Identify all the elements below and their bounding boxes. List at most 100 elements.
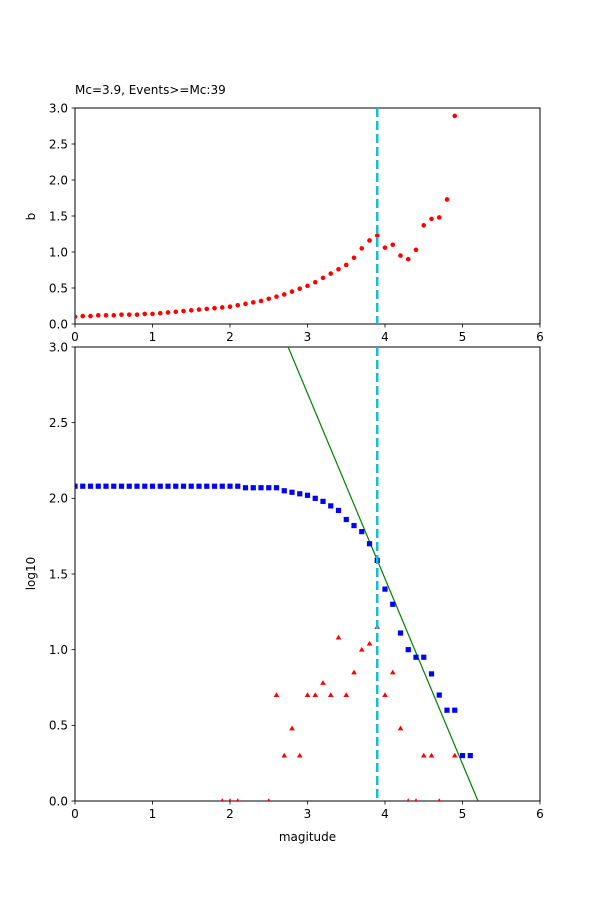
b-value-point [243, 301, 248, 307]
noncumulative-count-point [414, 798, 418, 801]
cumulative-count-point [126, 483, 132, 489]
cumulative-count-point [219, 483, 225, 489]
noncumulative-count-point [220, 798, 224, 801]
b-value-x-tick-label: 4 [381, 330, 389, 344]
b-value-point [219, 305, 225, 310]
b-value-point [119, 312, 124, 317]
b-value-point [374, 233, 380, 238]
cumulative-count-point [273, 485, 280, 491]
cumulative-count-point [165, 483, 171, 489]
b-value-y-tick-label: 1.0 [49, 245, 68, 259]
cumulative-count-point [134, 483, 140, 489]
cumulative-count-point [382, 586, 388, 592]
cumulative-count-point [118, 483, 125, 489]
cumulative-count-point [297, 491, 303, 497]
cumulative-count-point [421, 654, 427, 660]
log10-x-tick-label: 4 [381, 807, 389, 821]
cumulative-count-point [467, 753, 473, 759]
b-value-x-tick-label: 6 [536, 330, 544, 344]
b-value-point [405, 256, 411, 262]
b-value-point [80, 313, 86, 319]
noncumulative-count-point [327, 692, 334, 698]
cumulative-count-point [304, 492, 311, 498]
cumulative-count-point [405, 647, 411, 653]
noncumulative-count-point [343, 692, 350, 698]
cumulative-count-point [351, 522, 357, 529]
b-value-point [165, 310, 171, 315]
b-value-point [266, 296, 272, 302]
b-value-point [227, 304, 233, 310]
log10-y-tick-label: 0.5 [49, 719, 68, 733]
b-value-point [173, 309, 179, 315]
b-value-x-tick-label: 0 [71, 330, 79, 344]
b-value-point [436, 215, 442, 220]
b-value-point [382, 245, 388, 250]
b-value-point [359, 246, 365, 251]
log10-x-tick-label: 6 [536, 807, 544, 821]
noncumulative-count-point [420, 752, 427, 758]
log10-y-tick-label: 2.5 [49, 416, 68, 430]
b-value-y-tick-label: 3.0 [49, 101, 68, 115]
b-value-point [196, 307, 202, 312]
b-value-point [204, 306, 210, 312]
b-value-point [274, 294, 279, 299]
cumulative-count-point [281, 488, 287, 494]
cumulative-count-point [413, 654, 419, 660]
b-value-point [336, 266, 341, 272]
cumulative-count-point [258, 485, 264, 491]
b-value-point [444, 197, 450, 202]
noncumulative-count-point [236, 798, 240, 801]
b-value-point [312, 279, 318, 285]
noncumulative-count-point [228, 798, 232, 801]
cumulative-count-point [103, 483, 109, 489]
noncumulative-count-point [397, 725, 404, 731]
log10-x-tick-label: 3 [304, 807, 312, 821]
cumulative-count-point [188, 483, 194, 489]
b-value-point [95, 313, 101, 318]
b-value-point [281, 292, 287, 297]
cumulative-count-point [397, 630, 404, 636]
noncumulative-count-point [351, 669, 357, 675]
cumulative-count-point [235, 483, 241, 489]
b-value-plot-area [75, 113, 458, 320]
b-value-point [289, 289, 295, 294]
cumulative-count-point [180, 483, 187, 489]
b-value-point [250, 300, 256, 305]
noncumulative-count-point [366, 640, 373, 646]
b-value-panel-title: Mc=3.9, Events>=Mc:39 [75, 83, 226, 97]
b-value-point [142, 311, 148, 317]
cumulative-count-point [227, 483, 233, 489]
cumulative-count-point [80, 483, 86, 489]
cumulative-count-point [312, 495, 318, 501]
noncumulative-count-point [428, 752, 435, 758]
b-value-point [126, 312, 132, 317]
b-value-point [157, 310, 163, 316]
b-value-y-axis-label: b [24, 213, 38, 221]
noncumulative-count-point [273, 692, 280, 698]
cumulative-count-point [173, 483, 179, 489]
log10-y-axis-label: log10 [24, 557, 38, 591]
b-value-point [367, 238, 372, 243]
log10-y-tick-label: 0.0 [49, 794, 68, 808]
log10-x-axis-label: magitude [279, 830, 336, 844]
b-value-panel: Mc=3.9, Events>=Mc:39 b 0 1 2 3 4 5 6 0.0 0.5 1.0… [24, 83, 544, 344]
noncumulative-count-point [312, 692, 319, 698]
b-value-point [88, 313, 93, 319]
b-value-point [188, 308, 194, 313]
noncumulative-count-point [281, 752, 288, 758]
log10-x-tick-label: 1 [149, 807, 157, 821]
b-value-point [111, 313, 117, 318]
log10-x-tick-label: 5 [459, 807, 467, 821]
cumulative-count-point [242, 485, 249, 491]
b-value-x-tick-label: 1 [149, 330, 157, 344]
b-value-point [305, 283, 310, 289]
cumulative-count-point [366, 541, 373, 547]
b-value-y-tick-label: 0.0 [49, 317, 68, 331]
b-value-y-tick-label: 2.0 [49, 173, 68, 187]
noncumulative-count-point [406, 798, 410, 801]
cumulative-count-point [266, 485, 272, 491]
noncumulative-count-point [289, 725, 295, 731]
noncumulative-count-point [382, 692, 388, 698]
